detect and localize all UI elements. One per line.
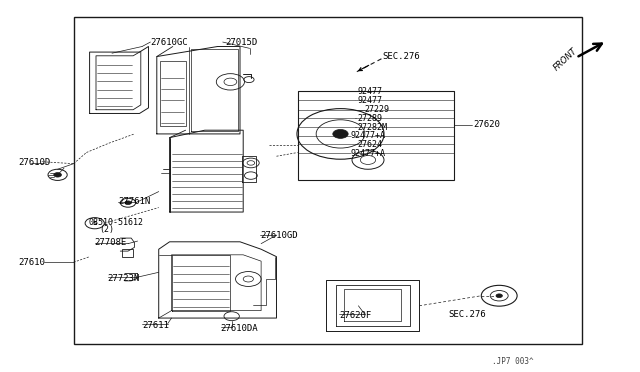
Text: 92477: 92477 [357, 87, 382, 96]
Text: 27610DA: 27610DA [221, 324, 259, 333]
Text: FRONT: FRONT [552, 46, 579, 73]
Text: 27015D: 27015D [225, 38, 257, 46]
Bar [298, 91, 454, 180]
Bar [74, 17, 582, 344]
Text: 27610GD: 27610GD [260, 231, 298, 240]
Circle shape [333, 129, 348, 138]
Text: 92477+A: 92477+A [351, 149, 386, 158]
Bar [160, 61, 186, 126]
Text: 27289: 27289 [357, 114, 382, 123]
Text: 27610: 27610 [18, 258, 45, 267]
Text: 27282M: 27282M [357, 123, 387, 132]
Text: S: S [92, 221, 97, 226]
Text: SEC.276: SEC.276 [383, 52, 420, 61]
Text: 27624: 27624 [357, 140, 382, 149]
Text: 27708E: 27708E [95, 238, 127, 247]
Text: 27610GC: 27610GC [150, 38, 188, 46]
Circle shape [54, 173, 61, 177]
Text: 27620: 27620 [474, 120, 500, 129]
Text: 08510-51612: 08510-51612 [88, 218, 143, 227]
Circle shape [496, 294, 502, 298]
Text: 27229: 27229 [365, 105, 390, 114]
Text: (2): (2) [99, 225, 114, 234]
Bar [122, 249, 133, 257]
Text: 92477+A: 92477+A [351, 131, 386, 140]
Text: SEC.276: SEC.276 [448, 310, 486, 319]
Circle shape [125, 201, 131, 205]
Text: 27723N: 27723N [108, 274, 140, 283]
Text: 27620F: 27620F [339, 311, 371, 320]
Text: .JP7 003^: .JP7 003^ [492, 357, 533, 366]
Text: 27761N: 27761N [118, 197, 150, 206]
Text: 92477: 92477 [357, 96, 382, 105]
Text: 27611: 27611 [142, 321, 169, 330]
Text: 27610D: 27610D [18, 158, 50, 167]
